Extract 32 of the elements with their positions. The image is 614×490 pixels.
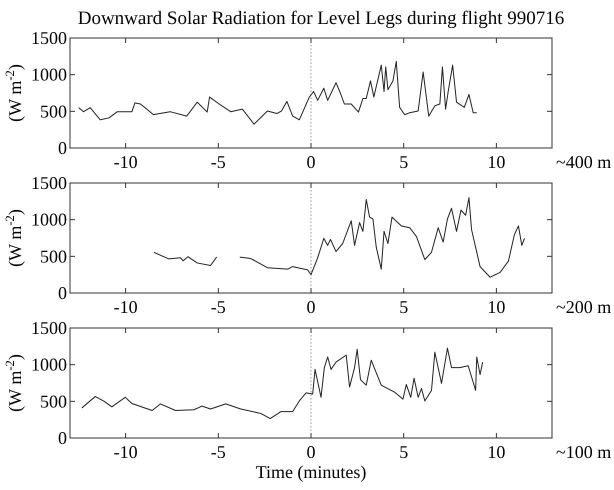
- text: ~400 m: [556, 152, 612, 172]
- x-tick-label: 0: [306, 297, 316, 317]
- x-tick-label: -10: [114, 152, 138, 172]
- y-tick-label: 1500: [31, 28, 67, 48]
- y-tick-label: 1500: [31, 318, 67, 338]
- y-tick-label: 1000: [31, 354, 67, 375]
- x-tick-label: 10: [487, 442, 506, 462]
- x-tick-label: -5: [210, 152, 226, 172]
- x-tick-label: 0: [306, 442, 316, 462]
- x-tick-label: 0: [306, 152, 316, 172]
- y-tick-label: 500: [40, 246, 67, 266]
- chart-title: Downward Solar Radiation for Level Legs during flight 990716: [78, 8, 564, 29]
- x-tick-label: 10: [487, 152, 506, 172]
- x-tick-label: -10: [114, 297, 138, 317]
- x-tick-label: -5: [210, 442, 226, 462]
- x-tick-label: 10: [487, 297, 506, 317]
- y-tick-label: 500: [40, 391, 67, 412]
- x-axis-title: Time (minutes): [256, 462, 366, 482]
- y-tick-label: 0: [58, 283, 67, 303]
- y-tick-label: 1500: [31, 173, 67, 193]
- y-tick-label: 500: [40, 101, 67, 122]
- text: ~200 m: [556, 297, 612, 317]
- y-tick-label: 1000: [31, 210, 67, 230]
- x-tick-label: 5: [399, 152, 408, 172]
- text: ~100 m: [556, 442, 612, 462]
- y-tick-label: 0: [58, 428, 67, 448]
- x-tick-label: 5: [399, 297, 408, 317]
- y-tick-label: 0: [58, 138, 67, 158]
- x-tick-label: -10: [114, 442, 138, 462]
- x-tick-label: 5: [399, 442, 408, 462]
- y-tick-label: 1000: [31, 64, 67, 85]
- x-tick-label: -5: [210, 297, 226, 317]
